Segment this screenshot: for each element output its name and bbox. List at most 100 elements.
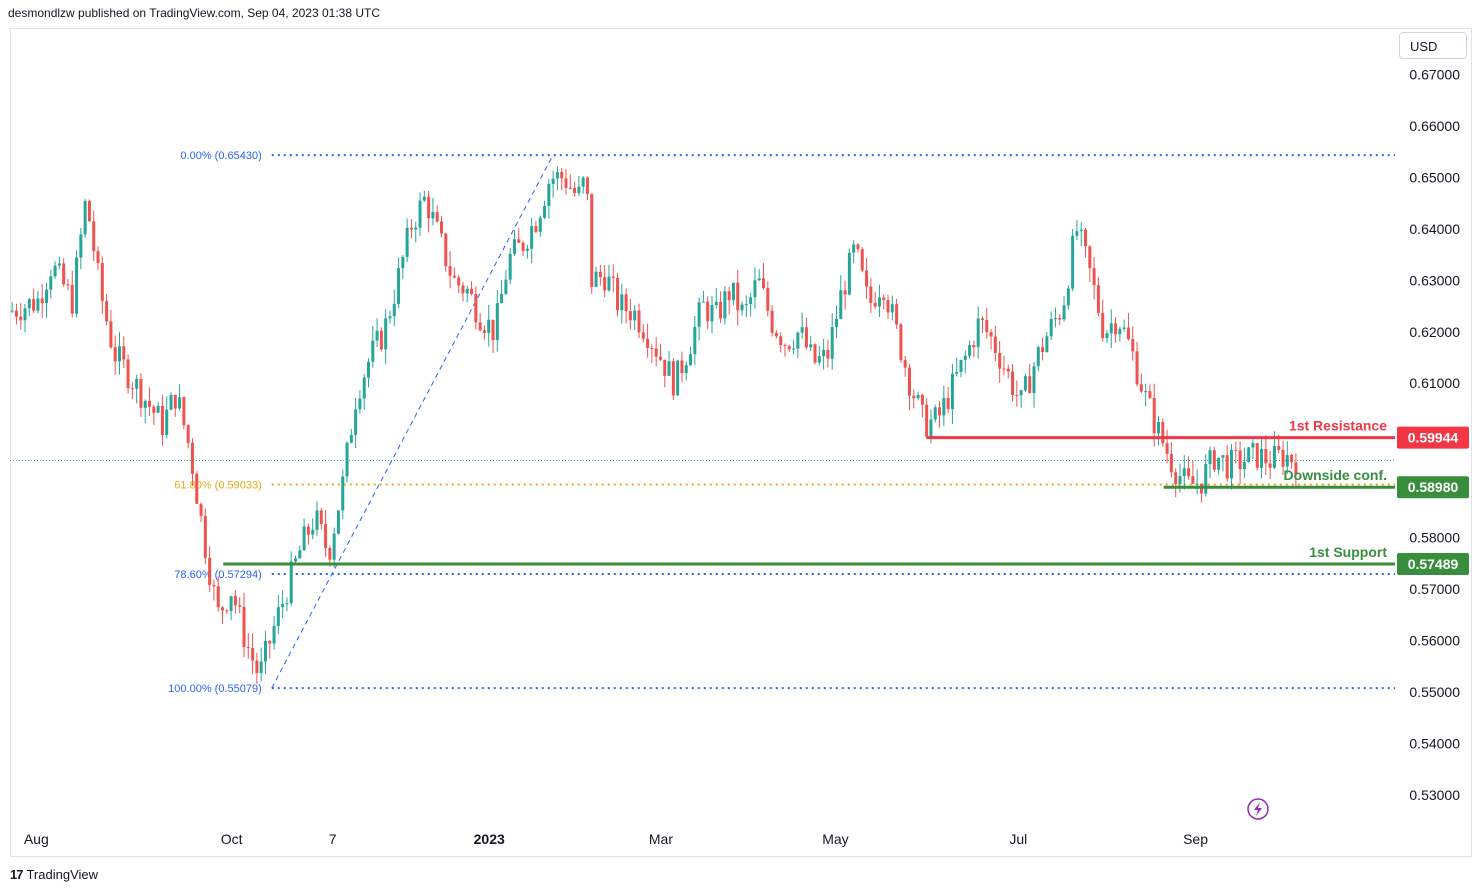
y-tick-label: 0.63000 [1409, 272, 1460, 288]
candle-body [963, 355, 967, 360]
candle-body [774, 332, 778, 337]
candle-body [744, 304, 748, 306]
candle-body [779, 336, 783, 346]
candle-body [495, 303, 499, 341]
candle-body [714, 301, 718, 306]
y-tick-label: 0.57000 [1409, 581, 1460, 597]
candle-body [233, 596, 237, 606]
candle-body [504, 279, 508, 294]
candle-body [826, 349, 830, 359]
candle-body [976, 318, 980, 348]
candle-body [663, 359, 667, 376]
candle-body [294, 558, 298, 562]
candle-body [435, 212, 439, 222]
candle-body [1023, 376, 1027, 391]
candle-body [105, 300, 109, 322]
candle-body [409, 227, 413, 230]
candle-body [100, 263, 104, 301]
candle-body [817, 356, 821, 363]
candle-body [1135, 351, 1139, 385]
candle-body [315, 510, 319, 530]
currency-selector[interactable]: USD [1399, 32, 1467, 59]
candle-body [276, 607, 280, 626]
candle-body [362, 377, 366, 399]
candle-body [1195, 483, 1199, 485]
candle-body [401, 256, 405, 269]
y-tick-label: 0.55000 [1409, 684, 1460, 700]
fib-level-label: 61.80% (0.59033) [174, 480, 261, 492]
candle-body [757, 278, 761, 281]
y-tick-label: 0.65000 [1409, 169, 1460, 185]
candle-body [882, 297, 886, 301]
candle-body [706, 301, 710, 322]
candle-body [1242, 462, 1246, 470]
candle-body [341, 476, 345, 511]
x-tick-label: Oct [221, 831, 243, 847]
y-tick-label: 0.53000 [1409, 787, 1460, 803]
candle-body [354, 409, 358, 435]
candle-body [1260, 448, 1264, 468]
candle-body [1148, 391, 1152, 398]
candle-body [766, 288, 770, 311]
candle-body [1290, 454, 1294, 463]
candle-body [491, 319, 495, 341]
candle-body [173, 394, 177, 409]
candle-body [1041, 347, 1045, 352]
candle-body [1178, 476, 1182, 484]
candle-body [272, 625, 276, 644]
candle-body [1045, 336, 1049, 352]
candle-body [1139, 384, 1143, 392]
candle-body [139, 378, 143, 408]
candle-body [79, 234, 83, 258]
y-tick-label: 0.66000 [1409, 118, 1460, 134]
level-price-label: 0.59944 [1408, 430, 1459, 446]
candle-body [869, 286, 873, 303]
candle-body [122, 346, 126, 360]
candle-body [165, 409, 169, 435]
candle-body [263, 640, 267, 662]
candle-body [839, 290, 843, 319]
candle-body [693, 326, 697, 355]
fib-level-label: 0.00% (0.65430) [180, 150, 261, 162]
candle-body [83, 200, 87, 235]
candle-body [216, 586, 220, 608]
level-price-tag [1397, 426, 1469, 449]
x-tick-label: Jul [1009, 831, 1027, 847]
candle-body [1028, 376, 1032, 394]
candle-body [676, 360, 680, 396]
candle-body [444, 233, 448, 267]
y-tick-label: 0.67000 [1409, 66, 1460, 82]
candle-body [311, 529, 315, 535]
candle-body [955, 371, 959, 374]
candle-body [985, 319, 989, 333]
candle-body [117, 346, 121, 362]
candle-body [1006, 368, 1010, 372]
candle-body [886, 300, 890, 313]
candle-body [538, 217, 542, 232]
x-tick-label: May [822, 831, 848, 847]
candle-body [731, 282, 735, 301]
lightning-icon-circle [1247, 798, 1269, 820]
tradingview-logo-icon[interactable]: 17 [10, 867, 24, 882]
candle-body [920, 394, 924, 405]
candle-body [628, 311, 632, 321]
candle-body [980, 318, 984, 320]
footer-brand[interactable]: TradingView [26, 867, 99, 882]
candle-body [160, 405, 164, 435]
candle-body [32, 299, 36, 311]
candle-body [834, 318, 839, 328]
candle-body [470, 288, 474, 294]
candle-body [594, 271, 598, 287]
candle-body [512, 239, 516, 254]
candle-body [14, 310, 18, 317]
candle-body [199, 503, 203, 516]
candle-body [950, 373, 954, 409]
candle-body [298, 550, 302, 559]
publish-info: desmondlzw published on TradingView.com,… [8, 6, 381, 20]
candle-body [349, 434, 353, 443]
candle-body [903, 360, 907, 368]
candle-body [371, 340, 375, 362]
candle-body [551, 178, 555, 184]
x-tick-label: 2023 [474, 831, 505, 847]
